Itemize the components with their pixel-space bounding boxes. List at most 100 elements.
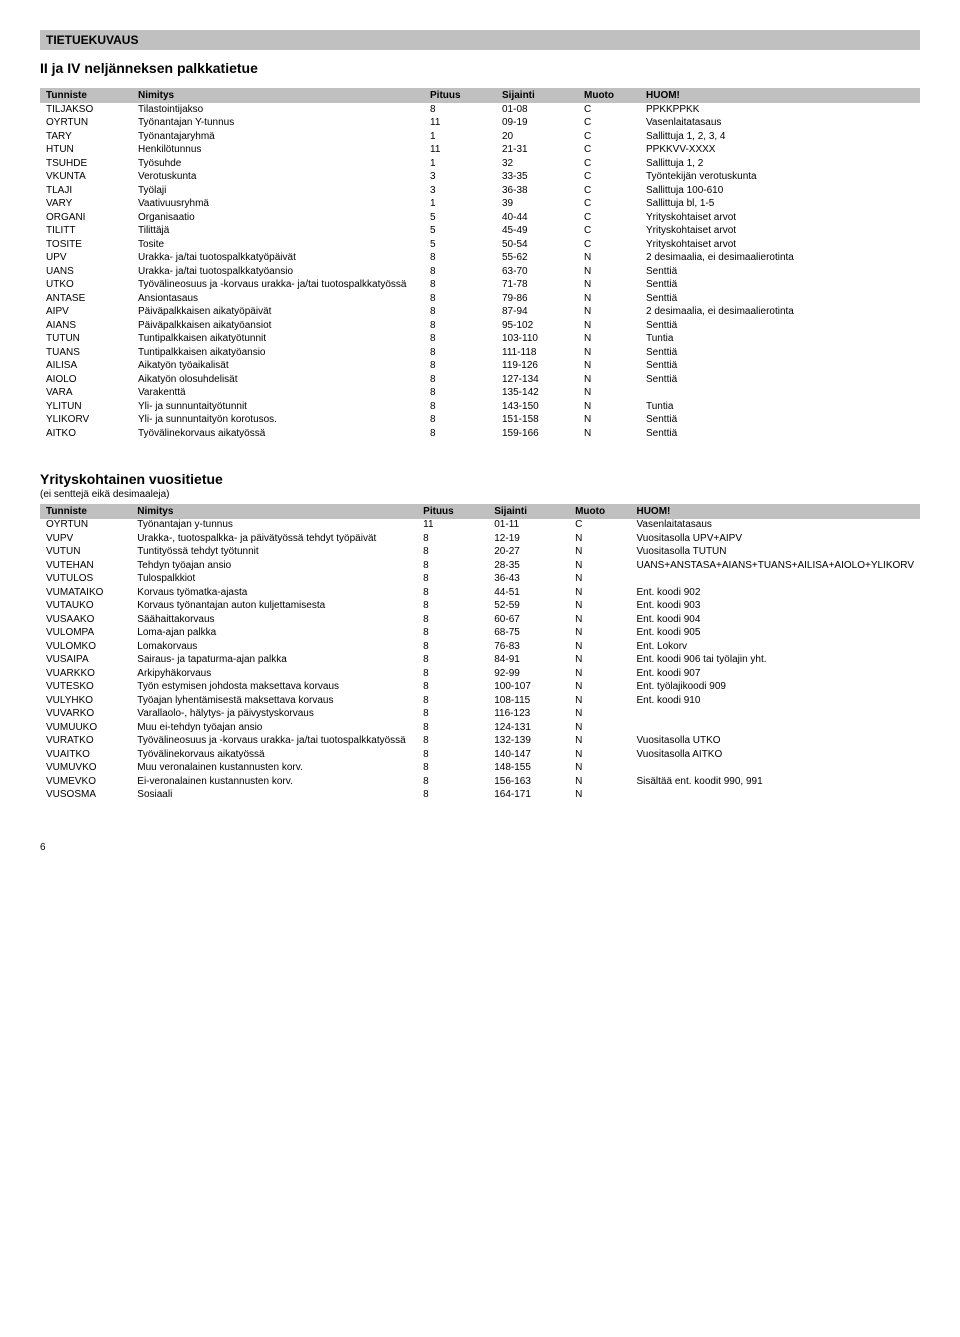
table-row: ANTASEAnsiontasaus879-86NSenttiä <box>40 292 920 306</box>
cell: 01-08 <box>496 103 578 117</box>
cell: AILISA <box>40 360 132 374</box>
cell: AIOLO <box>40 373 132 387</box>
cell: N <box>569 613 630 627</box>
cell: Korvaus työmatka-ajasta <box>131 586 417 600</box>
cell: C <box>578 225 640 239</box>
cell: AITKO <box>40 427 132 441</box>
cell: 119-126 <box>496 360 578 374</box>
cell: VULOMKO <box>40 640 131 654</box>
cell: 11 <box>424 144 496 158</box>
cell: Senttiä <box>640 292 920 306</box>
cell: Loma-ajan palkka <box>131 627 417 641</box>
table-row: VKUNTAVerotuskunta333-35CTyöntekijän ver… <box>40 171 920 185</box>
col-pituus: Pituus <box>424 88 496 103</box>
cell: VUSAAKO <box>40 613 131 627</box>
cell: Urakka- ja/tai tuotospalkkatyöpäivät <box>132 252 424 266</box>
cell: N <box>578 279 640 293</box>
cell: UANS+ANSTASA+AIANS+TUANS+AILISA+AIOLO+YL… <box>630 559 920 573</box>
cell: 71-78 <box>496 279 578 293</box>
table-row: TILJAKSOTilastointijakso801-08CPPKKPPKK <box>40 103 920 117</box>
cell: N <box>578 427 640 441</box>
cell: VUMUVKO <box>40 762 131 776</box>
table-header-row: Tunniste Nimitys Pituus Sijainti Muoto H… <box>40 504 920 519</box>
cell: C <box>578 144 640 158</box>
cell: TILITT <box>40 225 132 239</box>
table-row: OYRTUNTyönantajan y-tunnus1101-11CVasenl… <box>40 519 920 533</box>
cell: 20 <box>496 130 578 144</box>
cell: Ei-veronalainen kustannusten korv. <box>131 775 417 789</box>
cell: 127-134 <box>496 373 578 387</box>
cell <box>630 721 920 735</box>
cell: 09-19 <box>496 117 578 131</box>
cell: N <box>578 306 640 320</box>
cell: 135-142 <box>496 387 578 401</box>
cell: Yrityskohtaiset arvot <box>640 225 920 239</box>
cell: 55-62 <box>496 252 578 266</box>
cell: 45-49 <box>496 225 578 239</box>
cell: UPV <box>40 252 132 266</box>
cell: 12-19 <box>488 532 569 546</box>
cell: N <box>569 559 630 573</box>
cell: 60-67 <box>488 613 569 627</box>
cell: 108-115 <box>488 694 569 708</box>
cell: 5 <box>424 238 496 252</box>
col-muoto: Muoto <box>578 88 640 103</box>
cell: 33-35 <box>496 171 578 185</box>
cell: 92-99 <box>488 667 569 681</box>
cell: 8 <box>417 694 488 708</box>
cell: Ent. Lokorv <box>630 640 920 654</box>
table-row: AIANSPäiväpalkkaisen aikatyöansiot895-10… <box>40 319 920 333</box>
cell: VUTESKO <box>40 681 131 695</box>
cell: 8 <box>417 654 488 668</box>
cell: 159-166 <box>496 427 578 441</box>
cell: N <box>578 373 640 387</box>
cell: C <box>578 117 640 131</box>
cell: Työn estymisen johdosta maksettava korva… <box>131 681 417 695</box>
cell: 148-155 <box>488 762 569 776</box>
table-row: VUSAIPASairaus- ja tapaturma-ajan palkka… <box>40 654 920 668</box>
header-bar: TIETUEKUVAUS <box>40 30 920 50</box>
cell: Työajan lyhentämisestä maksettava korvau… <box>131 694 417 708</box>
cell: 8 <box>417 640 488 654</box>
cell: 111-118 <box>496 346 578 360</box>
table-row: VUTULOSTulospalkkiot836-43N <box>40 573 920 587</box>
cell: N <box>578 265 640 279</box>
cell: 143-150 <box>496 400 578 414</box>
table-row: TARYTyönantajaryhmä120CSallittuja 1, 2, … <box>40 130 920 144</box>
cell: 1 <box>424 157 496 171</box>
cell: 76-83 <box>488 640 569 654</box>
table-row: HTUNHenkilötunnus1121-31CPPKKVV-XXXX <box>40 144 920 158</box>
cell: C <box>578 130 640 144</box>
cell: VUMATAIKO <box>40 586 131 600</box>
cell: 8 <box>417 735 488 749</box>
cell: N <box>569 681 630 695</box>
cell: TUANS <box>40 346 132 360</box>
cell: Lomakorvaus <box>131 640 417 654</box>
cell: Vuositasolla AITKO <box>630 748 920 762</box>
table-row: AIPVPäiväpalkkaisen aikatyöpäivät887-94N… <box>40 306 920 320</box>
cell: 11 <box>424 117 496 131</box>
cell: Senttiä <box>640 414 920 428</box>
col-nimitys: Nimitys <box>131 504 417 519</box>
cell: 84-91 <box>488 654 569 668</box>
table-row: UANSUrakka- ja/tai tuotospalkkatyöansio8… <box>40 265 920 279</box>
table-row: VUMEVKOEi-veronalainen kustannusten korv… <box>40 775 920 789</box>
cell: 8 <box>424 346 496 360</box>
cell: N <box>578 414 640 428</box>
table-header-row: Tunniste Nimitys Pituus Sijainti Muoto H… <box>40 88 920 103</box>
cell: Muu veronalainen kustannusten korv. <box>131 762 417 776</box>
cell: 124-131 <box>488 721 569 735</box>
table-1: Tunniste Nimitys Pituus Sijainti Muoto H… <box>40 88 920 441</box>
cell: Senttiä <box>640 427 920 441</box>
table-row: VURATKOTyövälineosuus ja -korvaus urakka… <box>40 735 920 749</box>
cell: 20-27 <box>488 546 569 560</box>
cell: 36-43 <box>488 573 569 587</box>
cell: VULYHKO <box>40 694 131 708</box>
cell: Ent. koodi 907 <box>630 667 920 681</box>
cell: 52-59 <box>488 600 569 614</box>
table-row: TSUHDETyösuhde132CSallittuja 1, 2 <box>40 157 920 171</box>
cell: VUARKKO <box>40 667 131 681</box>
table-row: ORGANIOrganisaatio540-44CYrityskohtaiset… <box>40 211 920 225</box>
cell: 156-163 <box>488 775 569 789</box>
cell: 8 <box>417 573 488 587</box>
